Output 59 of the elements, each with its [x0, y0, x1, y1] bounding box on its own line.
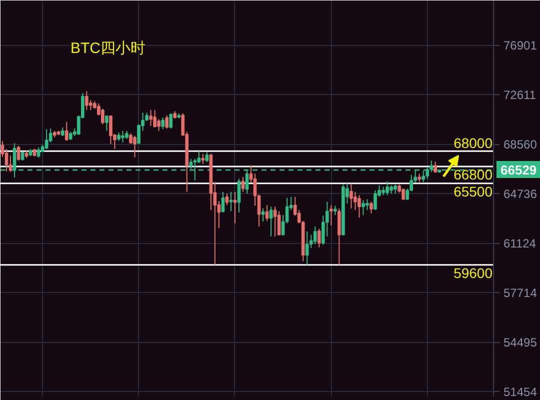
- candlestick: [149, 110, 152, 126]
- candlestick: [277, 210, 281, 236]
- candlestick: [233, 191, 237, 224]
- candlestick: [161, 117, 164, 130]
- candlestick: [273, 206, 277, 237]
- candlestick: [370, 201, 373, 214]
- candlestick: [105, 114, 108, 132]
- ref-line-label: 66529: [500, 162, 537, 178]
- y-tick-label: 51454: [504, 385, 538, 400]
- candlestick: [338, 208, 341, 266]
- candlestick: [121, 130, 124, 143]
- candlestick: [350, 183, 353, 209]
- candlestick: [64, 121, 68, 142]
- ref-line-label: 65500: [454, 183, 493, 200]
- candlestick: [157, 118, 160, 132]
- y-tick-label: 54495: [504, 336, 538, 350]
- candlestick: [362, 200, 365, 216]
- candlestick: [205, 152, 209, 163]
- candlestick: [330, 204, 333, 226]
- text: BTC四小时: [70, 40, 146, 57]
- candlestick: [16, 145, 20, 162]
- candlestick: [8, 155, 12, 173]
- candlestick: [334, 205, 337, 216]
- y-tick-label: 64736: [504, 187, 538, 202]
- candlestick: [374, 190, 377, 211]
- candlestick: [366, 198, 369, 211]
- candlestick: [89, 100, 92, 111]
- y-tick-label: 68560: [504, 138, 538, 152]
- candlestick: [153, 110, 156, 128]
- y-tick-label: 76901: [504, 38, 538, 53]
- candlestick: [85, 90, 88, 111]
- y-tick-label: 57714: [504, 286, 538, 300]
- candlestick: [101, 108, 104, 125]
- candlestick: [4, 148, 8, 172]
- candlestick: [237, 178, 241, 213]
- y-tick-label: 61124: [504, 236, 536, 251]
- ref-line-label: 66800: [454, 166, 493, 182]
- candlestick: [109, 114, 112, 145]
- candlestick: [165, 114, 168, 129]
- ref-line-label: 68000: [454, 135, 493, 152]
- candlestick: [133, 135, 136, 158]
- y-tick-label: 72611: [504, 88, 536, 102]
- candlestick: [305, 230, 309, 266]
- candlestick: [225, 193, 229, 206]
- candlestick: [358, 194, 361, 218]
- candlestick: [241, 176, 245, 192]
- candlestick: [221, 191, 225, 213]
- candlestick: [269, 206, 273, 237]
- ref-line-label: 59600: [454, 264, 493, 281]
- candlestick: [402, 188, 405, 201]
- candlestick: [386, 180, 389, 196]
- candlestick: [44, 128, 48, 150]
- candlestick: [169, 112, 173, 129]
- candlestick: [201, 153, 205, 164]
- candlestick: [313, 226, 317, 245]
- candlestick: [20, 150, 24, 162]
- candlestick: [317, 228, 321, 248]
- candlestick: [137, 124, 140, 145]
- candlestick: [36, 146, 40, 158]
